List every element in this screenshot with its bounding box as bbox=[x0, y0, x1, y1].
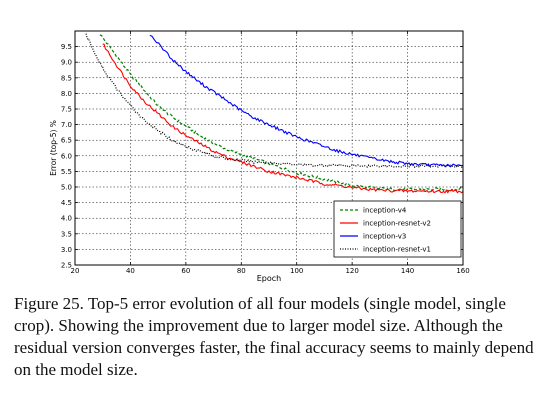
y-tick-label: 7.0 bbox=[61, 121, 72, 129]
x-tick-label: 100 bbox=[290, 267, 303, 275]
y-tick-label: 8.5 bbox=[61, 74, 72, 82]
x-tick-label: 20 bbox=[71, 267, 80, 275]
x-tick-label: 60 bbox=[181, 267, 190, 275]
x-tick-label: 80 bbox=[237, 267, 246, 275]
series-line-inception-resnet-v2 bbox=[102, 43, 463, 194]
y-tick-label: 3.5 bbox=[61, 230, 72, 238]
y-tick-label: 7.5 bbox=[61, 106, 72, 114]
y-tick-label: 4.5 bbox=[61, 199, 72, 207]
axis-ticks: 20 40 60 80 100 120 140 160 2.5 3.0 3.5 4.0 4.5 5.0 5.… bbox=[61, 31, 470, 275]
plot-frame bbox=[74, 30, 464, 266]
error-evolution-chart: 20 40 60 80 100 120 140 160 2.5 3.0 3.5 4.0 4.5 5.0 5.… bbox=[49, 30, 470, 283]
x-tick-label: 140 bbox=[401, 267, 414, 275]
y-tick-label: 3.0 bbox=[61, 246, 72, 254]
legend: inception-v4 inception-resnet-v2 inception… bbox=[333, 200, 462, 258]
y-tick-label: 4.0 bbox=[61, 215, 72, 223]
y-tick-label: 6.5 bbox=[61, 137, 72, 145]
legend-label: inception-v4 bbox=[363, 207, 407, 215]
series-line-inception-resnet-v1 bbox=[85, 33, 463, 169]
x-tick-label: 120 bbox=[345, 267, 358, 275]
figure-caption: Figure 25. Top-5 error evolution of all … bbox=[14, 294, 534, 379]
y-tick-label: 9.5 bbox=[61, 43, 72, 51]
legend-label: inception-resnet-v2 bbox=[363, 220, 431, 228]
x-tick-label: 40 bbox=[126, 267, 135, 275]
x-tick-label: 160 bbox=[456, 267, 469, 275]
legend-label: inception-resnet-v1 bbox=[363, 246, 431, 254]
y-tick-label: 9.0 bbox=[61, 59, 72, 67]
y-tick-label: 6.0 bbox=[61, 152, 72, 160]
x-axis-label: Epoch bbox=[257, 274, 282, 283]
y-tick-label: 5.0 bbox=[61, 184, 72, 192]
y-tick-label: 2.5 bbox=[61, 262, 72, 270]
series-line-inception-v4 bbox=[99, 34, 463, 192]
legend-label: inception-v3 bbox=[363, 233, 406, 241]
y-tick-label: 8.0 bbox=[61, 90, 72, 98]
y-tick-label: 5.5 bbox=[61, 168, 72, 176]
y-axis-label: Error (top-5) % bbox=[49, 120, 58, 176]
series-line-inception-v3 bbox=[149, 34, 463, 168]
series-lines bbox=[85, 33, 463, 194]
